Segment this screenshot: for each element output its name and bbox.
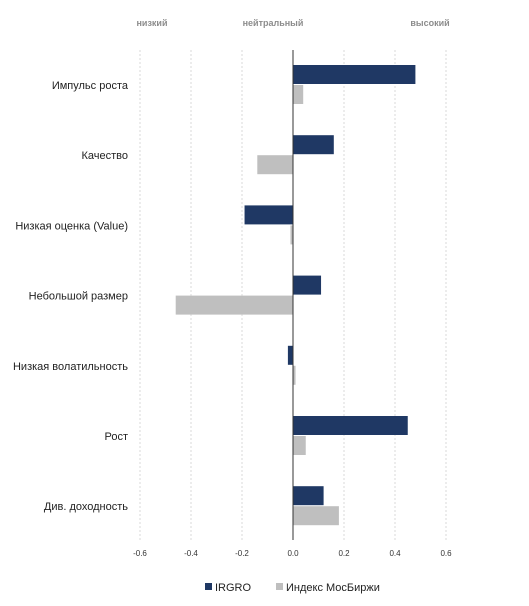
bar-irgro	[293, 135, 334, 155]
bar-index	[175, 295, 293, 315]
x-tick-labels: -0.6 -0.4 -0.2 0.0 0.2 0.4 0.6	[133, 549, 452, 558]
bar-index	[293, 506, 339, 526]
x-tick-label: -0.6	[133, 549, 147, 558]
bar-index	[293, 436, 306, 455]
x-tick-label: 0.4	[389, 549, 401, 558]
x-tick-label: 0.0	[287, 549, 299, 558]
bars	[175, 65, 416, 526]
bar-irgro	[293, 486, 324, 506]
legend-swatch	[205, 583, 212, 590]
x-tick-label: 0.2	[338, 549, 350, 558]
legend: IRGRO Индекс МосБиржи	[205, 582, 380, 594]
bar-irgro	[293, 416, 408, 435]
bar-irgro	[293, 65, 416, 84]
x-tick-label: 0.6	[440, 549, 452, 558]
category-label: Небольшой размер	[29, 291, 128, 303]
category-label: Див. доходность	[44, 501, 128, 513]
legend-swatch	[276, 583, 283, 590]
legend-label: Индекс МосБиржи	[286, 582, 380, 594]
scale-labels: низкий нейтральный высокий	[136, 18, 449, 28]
scale-label-neutral: нейтральный	[243, 18, 304, 28]
x-tick-label: -0.4	[184, 549, 198, 558]
bar-index	[257, 155, 293, 175]
bar-index	[293, 85, 304, 104]
category-label: Импульс роста	[52, 80, 129, 92]
x-tick-label: -0.2	[235, 549, 249, 558]
legend-label: IRGRO	[215, 582, 252, 594]
category-labels: Импульс роста Качество Низкая оценка (Valu…	[13, 80, 129, 513]
grid-lines	[139, 50, 447, 540]
bar-index	[290, 225, 293, 245]
category-label: Качество	[81, 150, 128, 162]
category-label: Низкая оценка (Value)	[15, 220, 128, 232]
category-label: Рост	[104, 431, 128, 443]
scale-label-high: высокий	[410, 18, 449, 28]
bar-index	[293, 365, 296, 385]
bar-irgro	[293, 275, 322, 295]
bar-irgro	[244, 205, 293, 225]
category-label: Низкая волатильность	[13, 361, 128, 373]
bar-irgro	[287, 345, 293, 365]
scale-label-low: низкий	[136, 18, 167, 28]
